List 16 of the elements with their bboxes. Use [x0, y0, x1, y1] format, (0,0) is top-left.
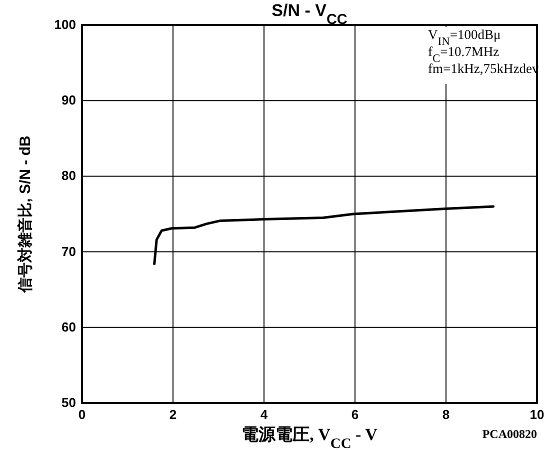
x-tick-label: 10 [530, 407, 544, 422]
x-tick-label: 6 [351, 407, 359, 422]
y-axis-title: 信号対雑音比, S/N - dB [16, 136, 34, 294]
y-tick-label: 100 [54, 17, 76, 32]
y-tick-label: 70 [62, 244, 76, 259]
y-tick-label: 80 [62, 168, 76, 184]
x-tick-label: 8 [442, 407, 450, 422]
x-tick-label: 4 [260, 407, 268, 422]
y-tick-label: 60 [62, 319, 76, 334]
x-axis-title: 電源電圧, V$_{CC}$ - V [242, 425, 378, 450]
x-tick-label: 2 [169, 407, 177, 422]
y-tick-label: 90 [62, 92, 76, 108]
x-tick-label: 0 [78, 407, 86, 422]
text: PCA00820 [482, 427, 537, 441]
y-tick-label: 50 [62, 395, 76, 410]
chart-title: S/N - V$_{CC}$ [272, 1, 348, 28]
